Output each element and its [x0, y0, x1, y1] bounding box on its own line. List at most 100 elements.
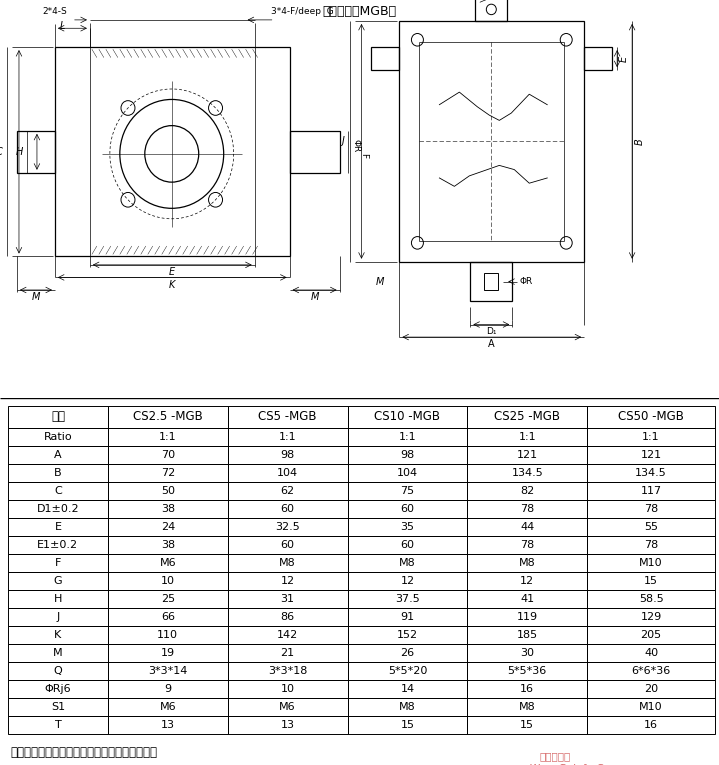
Text: M10: M10	[639, 702, 663, 712]
Text: 60: 60	[280, 504, 295, 514]
Bar	[8, 662, 108, 680]
Text: 24: 24	[160, 522, 175, 532]
Text: 15: 15	[400, 720, 414, 730]
Text: 78: 78	[520, 504, 534, 514]
Text: J: J	[56, 612, 60, 622]
Text: 注：如需要其他规格可根据用户实际需要定制。: 注：如需要其他规格可根据用户实际需要定制。	[10, 746, 157, 759]
Text: 12: 12	[521, 576, 534, 586]
Bar	[228, 536, 347, 554]
Bar	[347, 405, 467, 428]
Text: H: H	[16, 147, 23, 157]
Bar	[467, 662, 587, 680]
Bar	[347, 662, 467, 680]
Text: K: K	[168, 280, 175, 290]
Bar	[108, 572, 228, 590]
Bar	[587, 554, 715, 572]
Bar	[587, 446, 715, 464]
Text: 104: 104	[397, 468, 418, 478]
Text: 60: 60	[400, 504, 414, 514]
Text: H: H	[54, 594, 62, 604]
Bar	[228, 716, 347, 734]
Bar	[587, 608, 715, 626]
Text: 1:1: 1:1	[279, 431, 296, 442]
Text: 60: 60	[280, 540, 295, 550]
Text: E: E	[619, 56, 629, 62]
Bar	[347, 446, 467, 464]
Text: Q: Q	[53, 666, 63, 676]
Text: 16: 16	[644, 720, 658, 730]
Text: CS2.5 -MGB: CS2.5 -MGB	[133, 410, 203, 423]
Bar	[467, 464, 587, 482]
Text: CS10 -MGB: CS10 -MGB	[375, 410, 441, 423]
Text: B: B	[635, 138, 645, 145]
Bar	[467, 716, 587, 734]
Text: 66: 66	[161, 612, 175, 622]
Text: A: A	[488, 340, 495, 350]
Bar	[290, 131, 339, 173]
Bar	[347, 572, 467, 590]
Text: 110: 110	[157, 630, 178, 640]
Text: 30: 30	[521, 648, 534, 658]
Text: 1:1: 1:1	[642, 431, 660, 442]
Bar	[228, 482, 347, 500]
Bar	[8, 446, 108, 464]
Bar	[587, 428, 715, 446]
Bar	[587, 464, 715, 482]
Text: 15: 15	[521, 720, 534, 730]
Text: 10: 10	[161, 576, 175, 586]
Bar	[228, 698, 347, 716]
Text: 型号: 型号	[51, 410, 65, 423]
Text: 98: 98	[400, 450, 415, 460]
Text: 134.5: 134.5	[511, 468, 543, 478]
Bar	[347, 482, 467, 500]
Text: L: L	[60, 21, 65, 31]
Text: 35: 35	[400, 522, 414, 532]
Text: 伞齿轮笱（MGB）: 伞齿轮笱（MGB）	[322, 5, 397, 18]
Text: 70: 70	[161, 450, 175, 460]
Bar	[347, 680, 467, 698]
Text: 75: 75	[400, 486, 414, 496]
Bar	[108, 680, 228, 698]
Bar	[347, 698, 467, 716]
Text: 3*4-F/deep  G: 3*4-F/deep G	[271, 7, 334, 16]
Bar	[467, 572, 587, 590]
Text: 3*3*18: 3*3*18	[268, 666, 307, 676]
Bar	[108, 698, 228, 716]
Text: 38: 38	[161, 504, 175, 514]
Text: 5*5*36: 5*5*36	[508, 666, 547, 676]
Text: 119: 119	[517, 612, 538, 622]
Text: 38: 38	[161, 540, 175, 550]
Bar	[228, 428, 347, 446]
Text: D₁: D₁	[486, 327, 497, 337]
Text: 121: 121	[517, 450, 538, 460]
Text: 10: 10	[280, 684, 295, 694]
Bar	[108, 626, 228, 644]
Text: 26: 26	[400, 648, 414, 658]
Text: 72: 72	[160, 468, 175, 478]
Bar	[587, 590, 715, 608]
Text: A: A	[54, 450, 62, 460]
Text: 55: 55	[644, 522, 658, 532]
Bar	[8, 428, 108, 446]
Text: C: C	[0, 147, 2, 157]
Bar	[467, 428, 587, 446]
Bar	[587, 698, 715, 716]
Text: CS25 -MGB: CS25 -MGB	[494, 410, 560, 423]
Text: 3*3*14: 3*3*14	[148, 666, 188, 676]
Bar	[8, 518, 108, 536]
Bar	[584, 47, 612, 70]
Text: 40: 40	[644, 648, 658, 658]
Bar	[8, 698, 108, 716]
Text: 13: 13	[161, 720, 175, 730]
Bar	[467, 482, 587, 500]
Bar	[347, 518, 467, 536]
Bar	[108, 446, 228, 464]
Bar	[347, 536, 467, 554]
Text: M: M	[53, 648, 63, 658]
Text: M: M	[311, 292, 319, 302]
Bar	[8, 590, 108, 608]
Bar	[228, 464, 347, 482]
Bar	[8, 482, 108, 500]
Text: 9: 9	[164, 684, 171, 694]
Text: 12: 12	[400, 576, 414, 586]
